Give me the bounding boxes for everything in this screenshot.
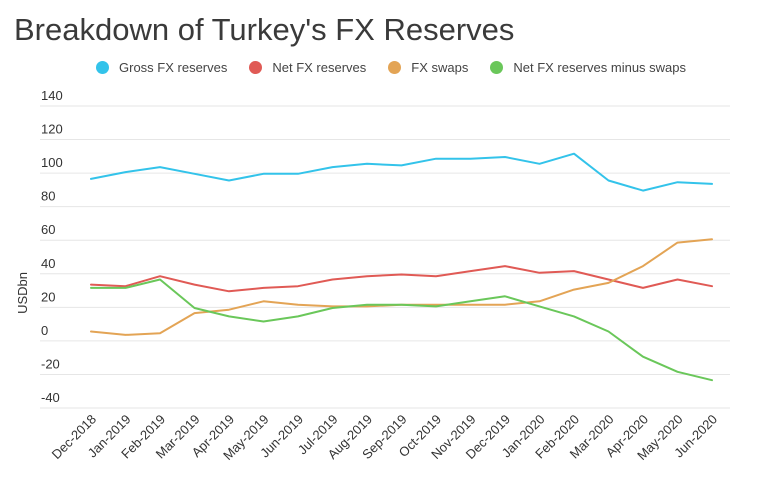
legend: Gross FX reserves Net FX reserves FX swaps… xyxy=(96,60,686,75)
legend-label: Net FX reserves minus swaps xyxy=(513,60,687,75)
y-tick-label: 80 xyxy=(41,189,55,204)
y-tick-label: 100 xyxy=(41,155,63,170)
series-line-2 xyxy=(90,265,713,293)
chart-title: Breakdown of Turkey's FX Reserves xyxy=(14,12,515,47)
y-tick-label: 60 xyxy=(41,222,55,237)
y-tick-label: 40 xyxy=(41,256,55,271)
legend-label: Net FX reserves xyxy=(272,60,367,75)
legend-item-1[interactable]: Gross FX reserves xyxy=(96,60,227,75)
y-axis-title: USDbn xyxy=(15,272,30,314)
legend-item-4[interactable]: Net FX reserves minus swaps xyxy=(490,60,686,75)
series-line-3 xyxy=(90,238,713,336)
legend-marker-icon xyxy=(96,61,109,74)
y-tick-label: 140 xyxy=(41,88,63,103)
legend-marker-icon xyxy=(388,61,402,74)
y-tick-label: -40 xyxy=(41,390,60,405)
legend-label: Gross FX reserves xyxy=(119,60,228,75)
legend-item-2[interactable]: Net FX reserves xyxy=(249,60,366,75)
legend-marker-icon xyxy=(490,61,504,74)
y-tick-label: 120 xyxy=(41,122,63,137)
series-line-1 xyxy=(90,152,713,192)
series-line-4 xyxy=(90,278,713,382)
legend-item-3[interactable]: FX swaps xyxy=(388,60,468,75)
y-tick-label: -20 xyxy=(41,356,60,371)
legend-marker-icon xyxy=(249,61,263,74)
y-tick-label: 20 xyxy=(41,289,55,304)
y-tick-label: 0 xyxy=(41,323,48,338)
legend-label: FX swaps xyxy=(411,60,469,75)
